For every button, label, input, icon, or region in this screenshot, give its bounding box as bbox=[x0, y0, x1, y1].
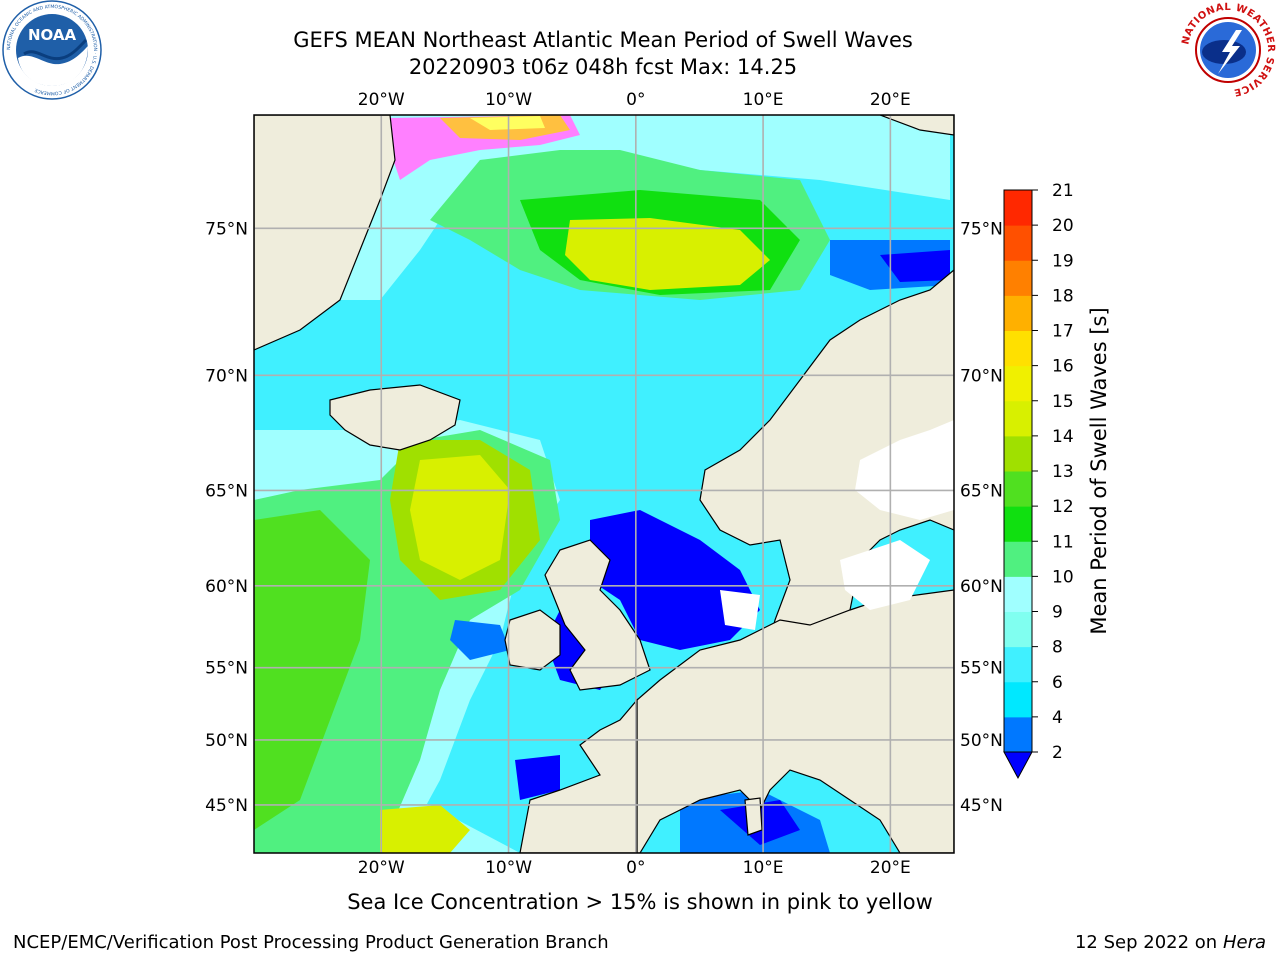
colorbar-tick-label: 12 bbox=[1052, 497, 1074, 517]
colorbar-segment bbox=[1004, 716, 1032, 753]
colorbar-tick-label: 16 bbox=[1052, 357, 1074, 377]
colorbar-segment bbox=[1004, 541, 1032, 577]
lat-tick-label-right: 60°N bbox=[960, 577, 1003, 597]
date-text: 12 Sep 2022 on bbox=[1074, 932, 1218, 953]
colorbar-segment bbox=[1004, 225, 1032, 261]
lat-tick-label-left: 65°N bbox=[205, 481, 248, 501]
colorbar-extend-arrow bbox=[1003, 751, 1033, 780]
lon-tick-label-bottom: 20°E bbox=[870, 858, 911, 878]
lat-tick-label-right: 75°N bbox=[960, 219, 1003, 239]
lon-tick-label-top: 10°E bbox=[743, 90, 784, 110]
great-britain bbox=[544, 539, 651, 691]
credit-line: NCEP/EMC/Verification Post Processing Pr… bbox=[13, 932, 609, 953]
colorbar-tick-label: 20 bbox=[1052, 216, 1074, 236]
colorbar: 2 4 6 8 9 10 11 12 13 14 15 16 17 18 19 20 21 Mean Period… bbox=[1003, 181, 1111, 780]
greenland bbox=[254, 115, 396, 351]
svalbard bbox=[879, 115, 954, 136]
colorbar-segment bbox=[1004, 295, 1032, 331]
date-stamp: 12 Sep 2022 on Hera bbox=[1075, 932, 1266, 953]
colorbar-segment bbox=[1004, 681, 1032, 718]
colorbar-segment bbox=[1004, 471, 1032, 507]
lon-tick-label-bottom: 20°W bbox=[358, 858, 405, 878]
lon-tick-label-bottom: 10°E bbox=[743, 858, 784, 878]
noaa-logo-icon: NOAA NATIONAL OCEANIC AND ATMOSPHERIC AD… bbox=[2, 0, 102, 100]
colorbar-segment bbox=[1004, 506, 1032, 542]
colorbar-tick-label: 21 bbox=[1052, 181, 1074, 201]
colorbar-tick-label: 14 bbox=[1052, 427, 1074, 447]
noaa-logo-text: NOAA bbox=[28, 26, 77, 44]
colorbar-label: Mean Period of Swell Waves [s] bbox=[1087, 307, 1111, 634]
nws-logo-icon: NATIONAL WEATHER SERVICE bbox=[1179, 1, 1277, 99]
graticule bbox=[254, 115, 954, 853]
lat-tick-label-left: 55°N bbox=[205, 659, 248, 679]
lon-tick-label-top: 0° bbox=[626, 90, 645, 110]
lat-tick-label-left: 70°N bbox=[205, 366, 248, 386]
lat-tick-label-right: 55°N bbox=[960, 659, 1003, 679]
lon-tick-label-top: 20°E bbox=[870, 90, 911, 110]
corsica-sardinia bbox=[744, 797, 763, 836]
colorbar-tick-label: 6 bbox=[1052, 673, 1063, 693]
colorbar-tick-label: 8 bbox=[1052, 638, 1063, 658]
colorbar-tick-label: 18 bbox=[1052, 286, 1074, 306]
colorbar-tick-label: 17 bbox=[1052, 322, 1074, 342]
lat-tick-label-left: 50°N bbox=[205, 731, 248, 751]
colorbar-segment bbox=[1004, 576, 1032, 612]
lat-tick-label-left: 75°N bbox=[205, 219, 248, 239]
iberia bbox=[519, 698, 638, 853]
map-area bbox=[254, 115, 954, 853]
lon-tick-label-top: 20°W bbox=[358, 90, 405, 110]
sea-ice-note: Sea Ice Concentration > 15% is shown in … bbox=[347, 890, 933, 914]
colorbar-segment bbox=[1004, 330, 1032, 367]
colorbar-tick-label: 10 bbox=[1052, 567, 1074, 587]
lon-tick-label-bottom: 0° bbox=[626, 858, 645, 878]
colorbar-segment bbox=[1004, 190, 1032, 226]
lat-tick-label-right: 45°N bbox=[960, 796, 1003, 816]
colorbar-segment bbox=[1004, 365, 1032, 402]
lat-tick-label-right: 70°N bbox=[960, 366, 1003, 386]
lat-tick-label-right: 65°N bbox=[960, 481, 1003, 501]
colorbar-tick-label: 15 bbox=[1052, 392, 1074, 412]
map-title: GEFS MEAN Northeast Atlantic Mean Period… bbox=[293, 28, 913, 52]
tick-labels: 20°W 20°W 10°W 10°W 0° 0° 10°E 10°E 20°E 20°E 45°N… bbox=[205, 90, 1003, 878]
lon-tick-label-top: 10°W bbox=[485, 90, 532, 110]
colorbar-tick-label: 11 bbox=[1052, 532, 1074, 552]
colorbar-segment bbox=[1004, 646, 1032, 683]
colorbar-tick-label: 9 bbox=[1052, 603, 1063, 623]
lat-tick-label-right: 50°N bbox=[960, 731, 1003, 751]
colorbar-tick-label: 19 bbox=[1052, 251, 1074, 271]
host-name: Hera bbox=[1222, 932, 1266, 953]
colorbar-segment bbox=[1004, 611, 1032, 648]
colorbar-tick-label: 13 bbox=[1052, 462, 1074, 482]
lat-tick-label-left: 45°N bbox=[205, 796, 248, 816]
iceland bbox=[329, 384, 461, 451]
swell-field bbox=[254, 115, 950, 853]
no-data-areas bbox=[720, 420, 954, 630]
lon-tick-label-bottom: 10°W bbox=[485, 858, 532, 878]
map-frame bbox=[253, 114, 955, 854]
colorbar-tick-label: 2 bbox=[1052, 743, 1063, 763]
ireland bbox=[504, 609, 561, 671]
colorbar-tick-label: 4 bbox=[1052, 708, 1063, 728]
lat-tick-label-left: 60°N bbox=[205, 577, 248, 597]
colorbar-segment bbox=[1004, 260, 1032, 296]
forecast-subtitle: 20220903 t06z 048h fcst Max: 14.25 bbox=[408, 55, 798, 79]
colorbar-segment bbox=[1004, 435, 1032, 472]
colorbar-segment bbox=[1004, 400, 1032, 437]
